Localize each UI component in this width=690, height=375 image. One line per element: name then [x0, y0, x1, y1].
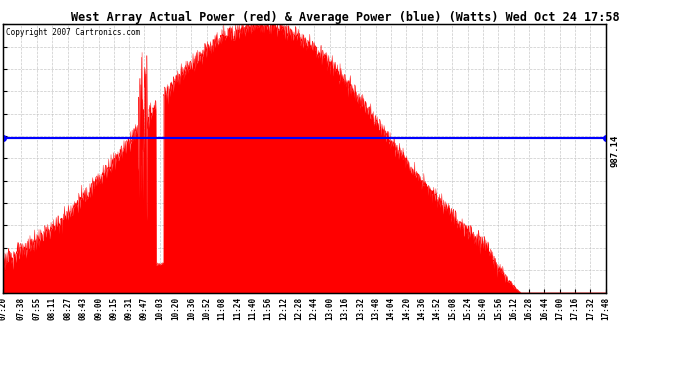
- Text: Copyright 2007 Cartronics.com: Copyright 2007 Cartronics.com: [6, 28, 141, 38]
- Text: West Array Actual Power (red) & Average Power (blue) (Watts) Wed Oct 24 17:58: West Array Actual Power (red) & Average …: [70, 11, 620, 24]
